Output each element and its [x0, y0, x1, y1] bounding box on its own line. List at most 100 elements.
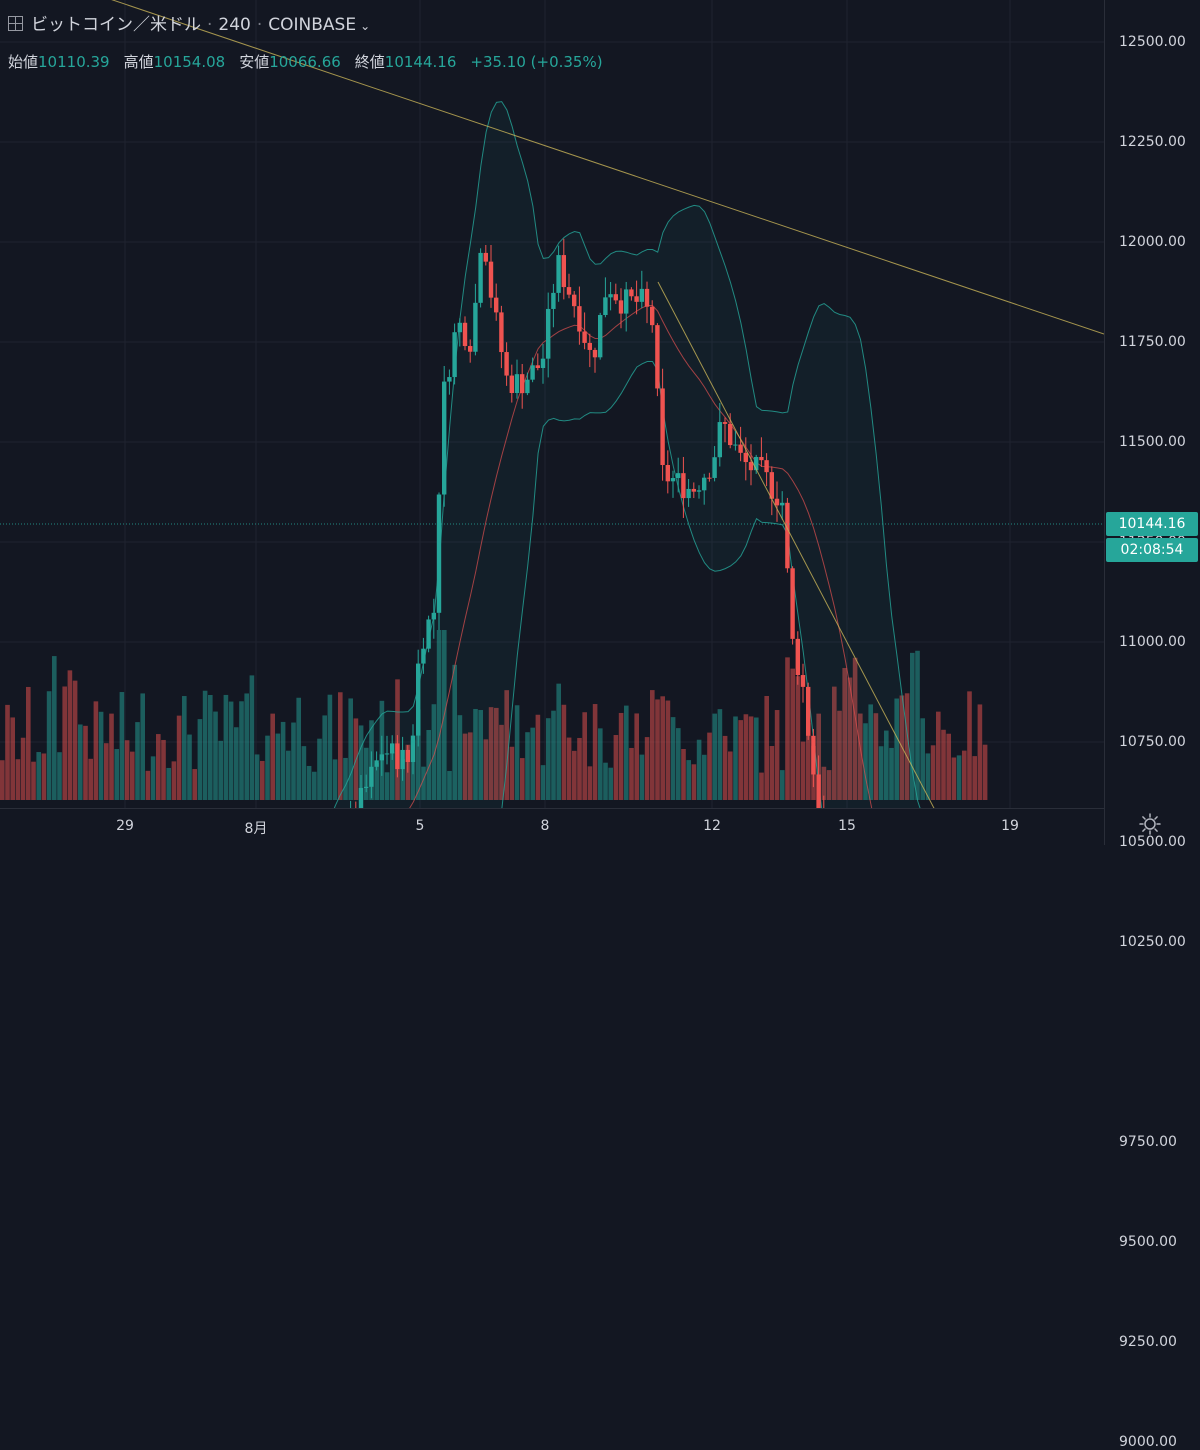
volume-bar [488, 707, 494, 800]
bollinger-upper [333, 101, 921, 808]
volume-bar [36, 752, 41, 800]
volume-bar [462, 733, 468, 800]
volume-bar [468, 732, 473, 800]
volume-bar [847, 677, 853, 800]
candle-body [509, 375, 514, 394]
time-tick-label: 8月 [244, 821, 268, 837]
price-tick-label: 9000.00 [1119, 1434, 1177, 1450]
candle-body [655, 325, 660, 389]
volume-bar [31, 761, 36, 800]
volume-bar [889, 747, 894, 800]
price-tick-label: 11750.00 [1119, 334, 1186, 350]
candle-body [811, 735, 816, 775]
volume-bar [223, 694, 229, 800]
candle-body [436, 494, 442, 613]
candle-body [410, 735, 416, 763]
candle-body [379, 754, 384, 761]
trendline-upper [111, 0, 1104, 335]
volume-bar [951, 757, 957, 800]
volume-bar [743, 714, 749, 800]
volume-bar [416, 709, 421, 800]
candle-body [629, 289, 634, 297]
volume-bar [374, 763, 379, 800]
candle-body [431, 612, 436, 620]
volume-bar [150, 756, 156, 800]
interval-label[interactable]: 240 [218, 15, 251, 35]
candle-body [748, 462, 754, 471]
volume-bar [447, 771, 452, 800]
price-axis[interactable]: 12500.00 12250.00 12000.00 11750.00 11500.00… [1104, 0, 1200, 1450]
volume-bar [244, 693, 249, 800]
volume-bar [572, 750, 577, 800]
volume-bar [592, 704, 598, 800]
gear-icon[interactable] [1138, 812, 1162, 836]
candle-body [806, 686, 811, 736]
volume-bar [0, 760, 5, 800]
volume-bar [759, 772, 764, 800]
volume-bar [878, 746, 884, 800]
volume-bar [598, 728, 603, 800]
volume-bar [384, 772, 390, 800]
last-price-tag: 10144.16 [1106, 512, 1198, 536]
volume-bar [920, 718, 925, 800]
candle-body [540, 358, 546, 368]
countdown-tag: 02:08:54 [1106, 538, 1198, 562]
candle-body [520, 374, 525, 394]
volume-bar [806, 722, 811, 800]
candle-body [676, 473, 681, 479]
symbol-name[interactable]: ビットコイン／米ドル [31, 15, 201, 35]
volume-bar [634, 713, 639, 800]
volume-bar [431, 704, 437, 800]
time-tick-label: 12 [703, 818, 721, 834]
candle-body [395, 743, 400, 770]
volume-bar [795, 676, 801, 800]
candle-body [535, 365, 540, 368]
volume-bar [192, 769, 197, 800]
volume-bar [296, 697, 301, 800]
volume-bar [208, 694, 213, 800]
volume-bar [681, 748, 686, 800]
bollinger-fill [334, 101, 921, 808]
candle-body [717, 422, 722, 458]
time-tick-label: 15 [838, 818, 856, 834]
candle-body [780, 502, 785, 506]
chevron-down-icon[interactable]: ⌄ [360, 19, 371, 33]
volume-bar [119, 692, 125, 800]
volume-bar [228, 701, 234, 800]
volume-bar [821, 766, 827, 800]
price-tick-label: 12250.00 [1119, 134, 1186, 150]
volume-bar [332, 759, 338, 800]
collapse-legend-icon[interactable] [8, 16, 23, 31]
volume-bar [551, 710, 556, 800]
volume-bar [426, 730, 431, 800]
volume-bar [239, 701, 244, 800]
volume-bar [62, 686, 67, 800]
volume-bar [535, 714, 541, 800]
volume-bar [176, 715, 182, 800]
close-label: 終値 [354, 53, 385, 71]
price-tick-label: 11000.00 [1119, 634, 1186, 650]
price-tick-label: 10250.00 [1119, 934, 1186, 950]
separator-dot: · [207, 15, 213, 35]
candle-body [722, 422, 728, 424]
exchange-label[interactable]: COINBASE [268, 15, 357, 35]
symbol-legend[interactable]: ビットコイン／米ドル · 240 · COINBASE ⌄ [8, 10, 370, 35]
volume-bar [655, 699, 660, 800]
volume-bar [390, 751, 395, 800]
candle-body [764, 460, 769, 473]
volume-bar [769, 746, 775, 800]
time-tick-label: 19 [1001, 818, 1019, 834]
volume-bar [52, 656, 57, 800]
candle-body [712, 457, 717, 478]
time-axis[interactable]: 29 8月 5 8 12 15 19 [0, 808, 1104, 846]
candle-body [728, 423, 733, 446]
volume-bar [364, 747, 369, 800]
volume-bar [660, 696, 665, 800]
volume-bar [473, 708, 478, 800]
volume-bar [603, 762, 608, 800]
volume-bar [171, 761, 177, 800]
volume-bar [57, 752, 62, 800]
candle-body [795, 638, 800, 676]
price-chart[interactable] [0, 0, 1104, 808]
volume-bar [452, 664, 457, 800]
